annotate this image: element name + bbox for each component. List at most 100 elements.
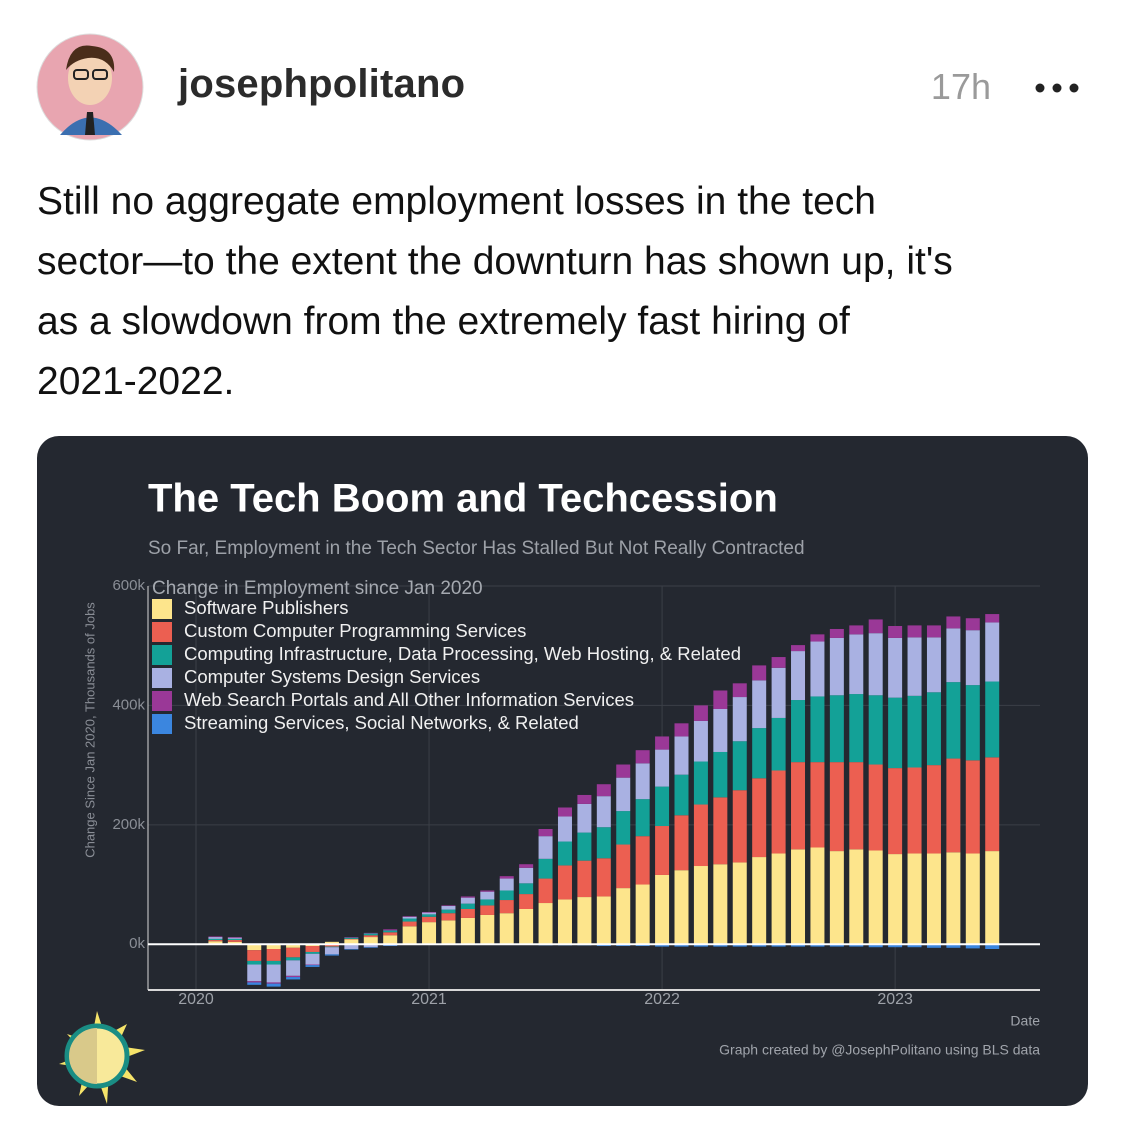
bar-segment [208,940,223,942]
bar-segment [888,626,903,638]
bar-segment [810,696,825,763]
bar-segment [422,922,437,945]
bar-segment [732,741,747,791]
menu-dot[interactable] [1069,83,1079,93]
bar-segment [616,888,631,945]
username[interactable]: josephpolitano [178,62,466,106]
bar-segment [441,905,456,907]
bar-segment [344,944,359,949]
bar-segment [985,757,1000,852]
bar-segment [286,977,301,980]
bar-segment [557,899,572,945]
legend-label: Computer Systems Design Services [184,666,480,687]
bar-segment [519,894,534,909]
avatar-hair [66,45,115,72]
bar-segment [460,908,475,918]
bar-segment [655,826,670,875]
bar-segment [247,981,262,983]
bar-segment [752,728,767,779]
bar-segment [402,916,417,919]
bar-segment [810,641,825,697]
bar-segment [888,944,903,948]
legend-swatch [152,599,172,619]
bar-segment [480,890,495,892]
bar-segment [441,920,456,945]
post-text: as a slowdown from the extremely fast hi… [37,300,850,343]
bar-segment [732,790,747,863]
bar-segment [499,900,514,914]
bar-segment [616,777,631,812]
bar-segment [363,944,378,948]
bar-segment [363,932,378,934]
bar-segment [577,897,592,945]
bar-segment [946,682,961,759]
avatar-glasses [73,69,89,80]
bar-segment [324,947,339,955]
bar-segment [771,944,786,947]
bar-segment [693,720,708,762]
bar-segment [616,764,631,778]
bar-segment [713,751,728,798]
bar-segment [383,929,398,931]
bar-segment [926,692,941,766]
bar-segment [460,897,475,904]
bar-segment [557,841,572,866]
bar-segment [713,864,728,945]
menu-dot[interactable] [1035,83,1045,93]
y-axis-label: Change Since Jan 2020, Thousands of Jobs [82,602,97,858]
bar-segment [732,862,747,945]
bar-segment [926,625,941,638]
bar-segment [557,865,572,900]
bar-segment [791,651,806,701]
bar-segment [363,937,378,945]
bar-segment [693,761,708,805]
bar-segment [732,683,747,698]
bar-segment [965,618,980,631]
bar-segment [965,853,980,945]
legend-label: Software Publishers [184,597,349,618]
bar-segment [480,899,495,906]
bar-segment [324,941,339,945]
bar-segment [247,944,262,951]
bar-segment [849,944,864,947]
bar-segment [616,811,631,845]
bar-segment [383,945,398,947]
bar-segment [965,630,980,686]
bar-segment [907,695,922,768]
bar-segment [402,918,417,922]
bar-segment [344,938,359,940]
menu-dot[interactable] [1052,83,1062,93]
x-tick-label: 2020 [178,991,214,1008]
legend-swatch [152,668,172,688]
bar-segment [266,944,281,949]
bar-segment [538,903,553,945]
bar-segment [674,815,689,871]
bar-segment [286,947,301,958]
bar-segment [985,944,1000,949]
bar-segment [208,937,223,939]
bar-segment [402,921,417,927]
bar-segment [557,807,572,817]
legend-swatch [152,645,172,665]
bar-segment [752,944,767,947]
bar-segment [286,944,301,948]
bar-segment [907,767,922,854]
bar-segment [674,870,689,945]
bar-segment [674,944,689,947]
bar-segment [907,853,922,945]
bar-segment [538,828,553,837]
bar-segment [460,903,475,909]
bar-segment [402,916,417,917]
bar-segment [557,816,572,842]
bar-segment [519,867,534,884]
bar-segment [655,736,670,750]
bar-segment [868,944,883,948]
bar-segment [538,878,553,904]
bar-segment [480,914,495,945]
legend-label: Web Search Portals and All Other Informa… [184,689,634,710]
bar-segment [655,749,670,787]
x-tick-label: 2022 [644,991,680,1008]
bar-segment [227,937,242,938]
bar-segment [791,944,806,947]
bar-segment [344,937,359,938]
